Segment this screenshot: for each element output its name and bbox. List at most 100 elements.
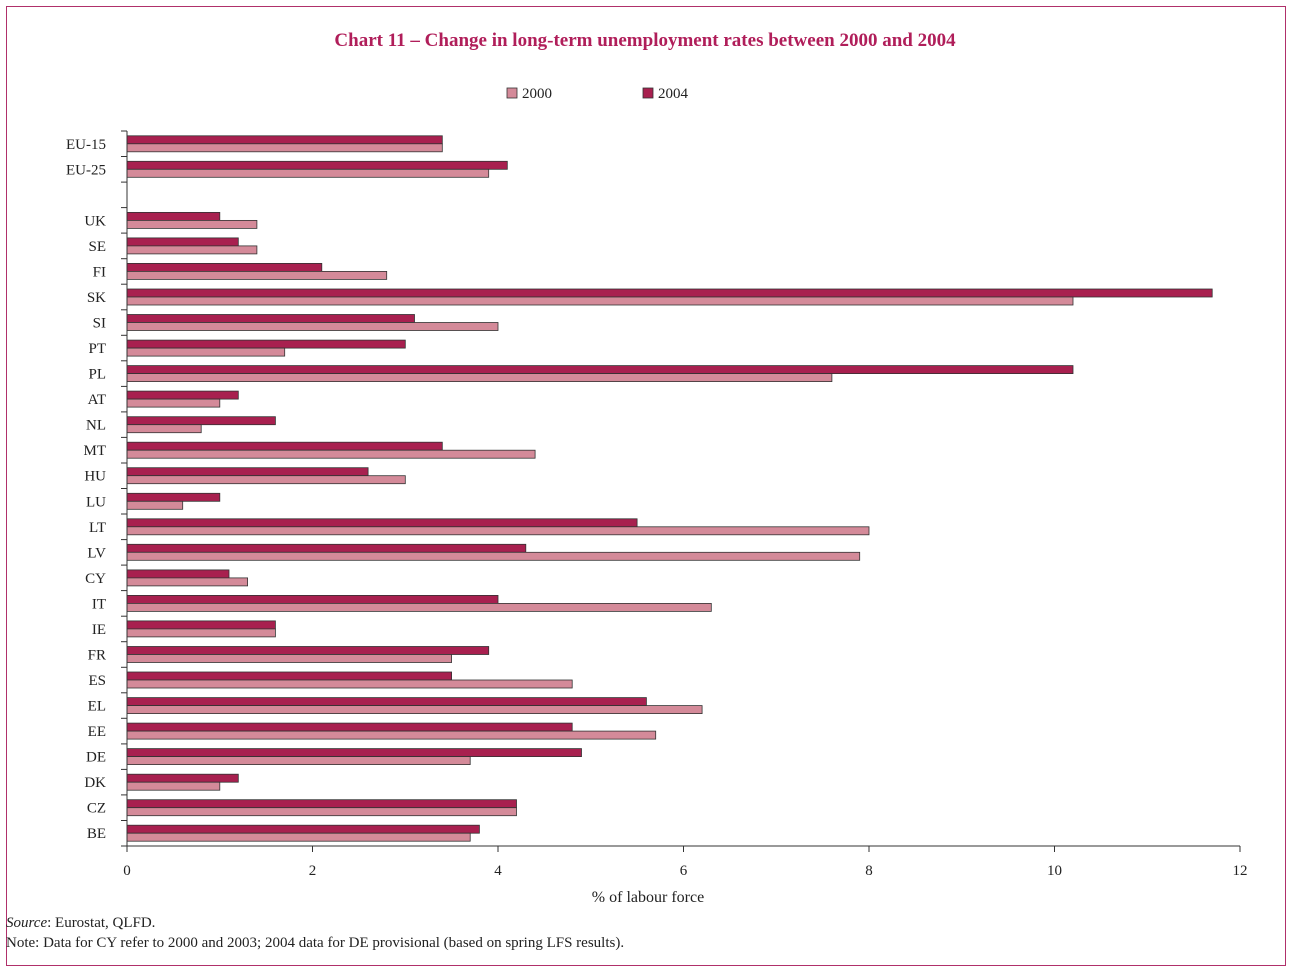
- bar-2000-ee: [126, 730, 657, 740]
- y-tick-label-nl: NL: [86, 418, 106, 434]
- footnotes: Source: Eurostat, QLFD. Note: Data for C…: [6, 913, 624, 953]
- x-tick-label-4: 4: [494, 863, 502, 879]
- y-tick-label-lv: LV: [87, 545, 106, 561]
- bar-2000-eu-25: [126, 168, 490, 178]
- bar-2004-uk: [126, 211, 221, 221]
- y-tick-label-at: AT: [88, 392, 106, 408]
- bar-2000-lu: [126, 500, 184, 510]
- bar-2000-mt: [126, 449, 536, 459]
- bar-2000-uk: [126, 219, 258, 229]
- bar-2004-be: [126, 824, 480, 834]
- y-tick-label-de: DE: [86, 750, 106, 766]
- note-line: Note: Data for CY refer to 2000 and 2003…: [6, 935, 625, 951]
- bar-2004-at: [126, 390, 239, 400]
- bar-2004-pl: [126, 365, 1074, 375]
- chart-title: Chart 11 – Change in long-term unemploym…: [334, 30, 956, 51]
- bar-2004-eu-15: [126, 135, 443, 145]
- y-tick-label-cz: CZ: [87, 801, 106, 817]
- bar-2000-fi: [126, 270, 388, 280]
- legend: 2000 2004: [506, 86, 689, 102]
- bar-2000-se: [126, 245, 258, 255]
- bar-2000-cy: [126, 577, 248, 587]
- bar-2000-be: [126, 832, 471, 842]
- bar-2000-pl: [126, 373, 833, 383]
- bar-2000-cz: [126, 807, 517, 817]
- y-tick-label-mt: MT: [84, 443, 107, 459]
- y-tick-label-uk: UK: [84, 213, 106, 229]
- bar-2004-cz: [126, 799, 517, 809]
- bar-2004-nl: [126, 416, 276, 426]
- y-tick-label-es: ES: [88, 673, 106, 689]
- bar-2004-lv: [126, 543, 527, 553]
- bar-2000-dk: [126, 781, 221, 791]
- bar-2000-fr: [126, 654, 453, 663]
- legend-swatch-2000: [506, 87, 518, 99]
- x-tick-label-12: 12: [1233, 863, 1248, 879]
- bar-2000-si: [126, 322, 499, 331]
- y-tick-label-it: IT: [92, 596, 106, 612]
- bar-2004-mt: [126, 441, 443, 451]
- legend-label-2004: 2004: [658, 86, 689, 102]
- bar-2004-dk: [126, 773, 239, 783]
- y-tick-label-be: BE: [87, 826, 106, 842]
- bar-2000-hu: [126, 475, 406, 485]
- bar-2004-es: [126, 671, 453, 681]
- bar-2000-lv: [126, 551, 861, 561]
- bar-2000-pt: [126, 347, 286, 357]
- source-text: : Eurostat, QLFD.: [47, 915, 156, 931]
- source-label: Source: [6, 915, 48, 931]
- y-tick-label-ee: EE: [88, 724, 106, 740]
- bar-2004-pt: [126, 339, 406, 349]
- bar-2000-sk: [126, 296, 1074, 306]
- x-tick-label-6: 6: [680, 863, 688, 879]
- bar-2004-fi: [126, 262, 323, 272]
- y-tick-label-dk: DK: [84, 775, 106, 791]
- y-tick-label-pl: PL: [88, 367, 106, 383]
- x-tick-label-10: 10: [1047, 863, 1062, 879]
- bar-2004-se: [126, 237, 239, 247]
- bar-2000-nl: [126, 424, 202, 434]
- chart-frame: [6, 6, 1286, 966]
- bar-2004-el: [126, 697, 647, 706]
- legend-swatch-2004: [642, 87, 654, 99]
- y-tick-label-el: EL: [88, 699, 106, 715]
- bar-2004-cy: [126, 569, 230, 579]
- bar-2004-si: [126, 314, 415, 323]
- bars-group: [126, 135, 1213, 842]
- y-tick-label-lu: LU: [86, 494, 106, 510]
- y-tick-label-eu-15: EU-15: [66, 137, 106, 153]
- bar-2004-sk: [126, 288, 1213, 298]
- y-tick-label-hu: HU: [84, 469, 106, 485]
- bar-2004-lt: [126, 518, 638, 528]
- bar-2004-fr: [126, 646, 490, 655]
- y-tick-label-fr: FR: [88, 648, 106, 664]
- bar-2000-el: [126, 705, 703, 714]
- y-tick-label-cy: CY: [85, 571, 106, 587]
- y-tick-label-si: SI: [93, 316, 106, 332]
- bar-2000-lt: [126, 526, 870, 536]
- bar-2004-de: [126, 748, 582, 757]
- axes-group: EU-15 EU-25 UK SE FI SK SI PT PL AT NL MT HU LU LT LV CY…: [66, 130, 1248, 879]
- bar-2004-ee: [126, 722, 573, 732]
- x-tick-label-2: 2: [309, 863, 317, 879]
- y-tick-label-se: SE: [88, 239, 106, 255]
- bar-2004-lu: [126, 492, 221, 502]
- y-tick-label-lt: LT: [89, 520, 106, 536]
- bar-2000-at: [126, 398, 221, 408]
- bar-2000-ie: [126, 628, 276, 638]
- x-tick-label-8: 8: [865, 863, 873, 879]
- bar-2004-hu: [126, 467, 369, 477]
- y-tick-label-pt: PT: [88, 341, 106, 357]
- bar-2000-eu-15: [126, 143, 443, 153]
- legend-label-2000: 2000: [522, 86, 552, 102]
- bar-2000-it: [126, 603, 712, 612]
- y-tick-label-sk: SK: [87, 290, 106, 306]
- bar-2000-es: [126, 679, 573, 689]
- y-tick-label-fi: FI: [93, 264, 106, 280]
- y-tick-label-ie: IE: [92, 622, 106, 638]
- y-tick-label-eu-25: EU-25: [66, 162, 106, 178]
- x-tick-label-0: 0: [123, 863, 131, 879]
- source-line: Source: Eurostat, QLFD.: [6, 913, 624, 933]
- x-axis-title: % of labour force: [592, 889, 704, 906]
